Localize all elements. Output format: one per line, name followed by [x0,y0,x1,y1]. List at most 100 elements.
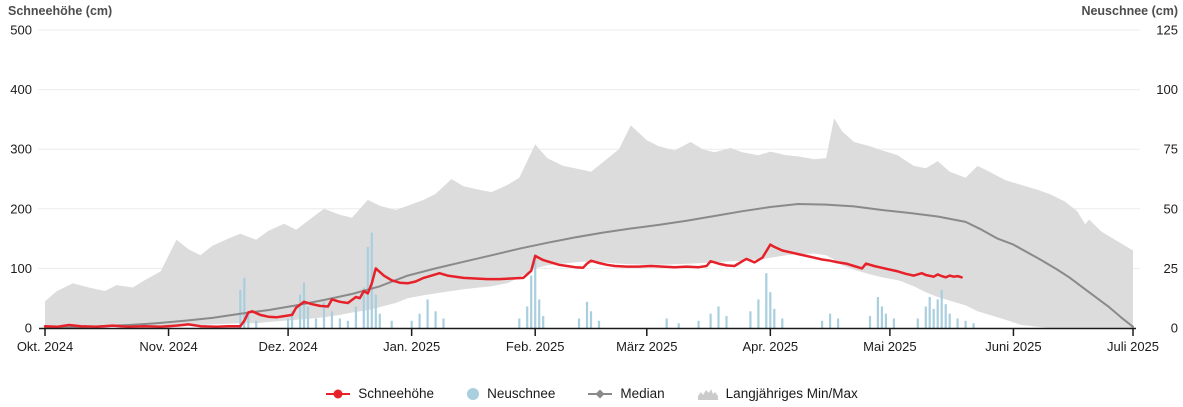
right-tick-label-50: 50 [1164,201,1178,216]
legend-label-median: Median [620,386,665,401]
neuschnee-bar [697,320,700,328]
neuschnee-bar [773,308,776,328]
neuschnee-bar [354,306,357,328]
neuschnee-bar [374,294,377,328]
neuschnee-bar [829,313,832,328]
legend-label-minmax: Langjähriges Min/Max [725,386,858,401]
neuschnee-bar [542,316,545,328]
neuschnee-bar [916,318,919,328]
neuschnee-bar [892,318,895,328]
neuschnee-bar [725,316,728,328]
neuschnee-bar [964,320,967,328]
neuschnee-bar [330,311,333,328]
neuschnee-bar [577,318,581,328]
legend-item-median[interactable]: Median [587,386,665,401]
month-label: Apr. 2025 [743,339,799,354]
neuschnee-bar [940,289,943,328]
neuschnee-bar [247,311,250,328]
legend-item-schneehoehe[interactable]: Schneehöhe [325,386,434,401]
month-label: Jan. 2025 [383,339,440,354]
line-diamond-icon [588,388,613,399]
neuschnee-bar [530,275,533,328]
legend-label-neuschnee: Neuschnee [487,386,556,401]
month-label: Feb. 2025 [506,339,565,354]
circle-icon [467,387,480,400]
left-tick-label-400: 400 [10,82,32,97]
neuschnee-bar [426,299,429,328]
neuschnee-bar [291,311,294,328]
right-tick-label-25: 25 [1164,261,1178,276]
neuschnee-bar [255,320,258,328]
neuschnee-bar [821,320,824,328]
neuschnee-bar [765,273,768,328]
neuschnee-bar [526,306,529,328]
neuschnee-bar [876,297,879,328]
neuschnee-bar [928,297,931,328]
neuschnee-bar [418,313,421,328]
neuschnee-bar [362,287,365,328]
neuschnee-bar [709,313,712,328]
neuschnee-bar [948,313,951,328]
neuschnee-bar [589,311,593,328]
month-label: Okt. 2024 [17,339,73,354]
left-tick-label-300: 300 [10,142,32,157]
neuschnee-bar [944,304,947,328]
left-tick-label-0: 0 [25,321,32,336]
neuschnee-bar [749,311,752,328]
neuschnee-bar [884,313,887,328]
neuschnee-bar [314,318,318,328]
month-label: Dez. 2024 [258,339,317,354]
neuschnee-bar [338,318,341,328]
neuschnee-bar [677,323,680,328]
neuschnee-bar [956,318,959,328]
neuschnee-bar [936,299,939,328]
neuschnee-bar [717,306,720,328]
left-tick-label-200: 200 [10,201,32,216]
neuschnee-bar [366,246,369,328]
legend-item-neuschnee[interactable]: Neuschnee [466,386,555,401]
neuschnee-bar [302,282,306,328]
neuschnee-bar [868,316,872,328]
schneehoehe-line [43,243,963,329]
neuschnee-bar [390,320,393,328]
minmax-band [45,118,1133,328]
neuschnee-bar [322,301,326,328]
chart-legend: Schneehöhe Neuschnee Median Langjähriges… [0,386,1183,401]
month-label: Nov. 2024 [139,339,197,354]
legend-item-minmax[interactable]: Langjähriges Min/Max [697,386,858,401]
neuschnee-bar [346,320,349,328]
neuschnee-bar [757,299,760,328]
neuschnee-bar [378,313,381,328]
area-blob-icon [697,388,718,400]
neuschnee-bar [781,318,784,328]
legend-label-schneehoehe: Schneehöhe [358,386,435,401]
neuschnee-bar [287,318,290,328]
neuschnee-bar [243,277,246,328]
neuschnee-bar [585,301,589,328]
neuschnee-bar [932,308,935,328]
left-tick-label-100: 100 [10,261,32,276]
left-axis-title: Schneehöhe (cm) [8,4,113,18]
neuschnee-bar [597,320,601,328]
neuschnee-bar [306,306,310,328]
neuschnee-bar [410,320,413,328]
neuschnee-bar [665,318,668,328]
neuschnee-bar [534,254,537,328]
month-label: Juli 2025 [1107,339,1159,354]
right-tick-label-125: 125 [1156,23,1178,38]
neuschnee-bar [880,306,883,328]
right-tick-label-0: 0 [1171,321,1178,336]
neuschnee-bar [442,318,445,328]
line-dot-icon [326,389,351,398]
neuschnee-bar [518,318,521,328]
neuschnee-bar [239,289,242,328]
neuschnee-bar [434,311,437,328]
neuschnee-bar [837,318,840,328]
neuschnee-bar [769,292,772,328]
month-label: Juni 2025 [985,339,1041,354]
month-label: Mai 2025 [863,339,916,354]
neuschnee-bar [299,294,302,328]
right-tick-label-75: 75 [1164,142,1178,157]
